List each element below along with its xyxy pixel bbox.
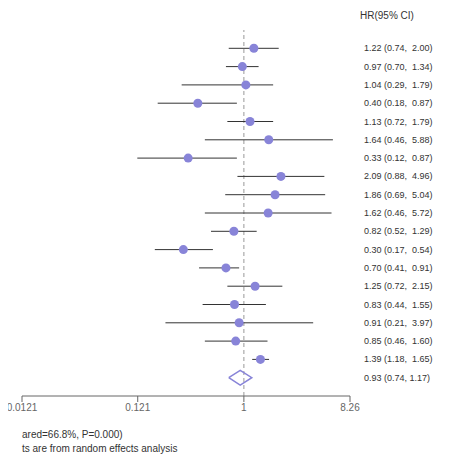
svg-text:0.0121: 0.0121 — [8, 402, 38, 413]
html-text:HR(95% CI): HR(95% CI) — [360, 10, 414, 21]
svg-text:1.62 (0.46, 5.72): 1.62 (0.46, 5.72) — [364, 208, 433, 218]
svg-text:0.40 (0.18, 0.87): 0.40 (0.18, 0.87) — [364, 98, 433, 108]
svg-text:0.30 (0.17, 0.54): 0.30 (0.17, 0.54) — [364, 245, 433, 255]
svg-text:1.64 (0.46, 5.88): 1.64 (0.46, 5.88) — [364, 135, 433, 145]
svg-text:1.13 (0.72, 1.79): 1.13 (0.72, 1.79) — [364, 117, 433, 127]
svg-text:1: 1 — [241, 402, 247, 413]
svg-text:0.85 (0.46, 1.60): 0.85 (0.46, 1.60) — [364, 336, 433, 346]
svg-text:2.09 (0.88, 4.96): 2.09 (0.88, 4.96) — [364, 171, 433, 181]
svg-text:0.121: 0.121 — [125, 402, 150, 413]
svg-text:1.22 (0.74, 2.00): 1.22 (0.74, 2.00) — [364, 43, 433, 53]
svg-text:0.91 (0.21, 3.97): 0.91 (0.21, 3.97) — [364, 318, 433, 328]
svg-text:1.39 (1.18, 1.65): 1.39 (1.18, 1.65) — [364, 354, 433, 364]
svg-text:1.04 (0.29, 1.79): 1.04 (0.29, 1.79) — [364, 80, 433, 90]
svg-text:8.26: 8.26 — [340, 402, 360, 413]
html-text:ts are from random effects ana: ts are from random effects analysis — [22, 443, 178, 454]
svg-text:1.86 (0.69, 5.04): 1.86 (0.69, 5.04) — [364, 190, 433, 200]
svg-text:1.25 (0.72, 2.15): 1.25 (0.72, 2.15) — [364, 281, 433, 291]
svg-text:0.70 (0.41, 0.91): 0.70 (0.41, 0.91) — [364, 263, 433, 273]
svg-text:0.83 (0.44, 1.55): 0.83 (0.44, 1.55) — [364, 300, 433, 310]
svg-text:0.82 (0.52, 1.29): 0.82 (0.52, 1.29) — [364, 226, 433, 236]
svg-text:0.93 (0.74, 1.17): 0.93 (0.74, 1.17) — [364, 373, 430, 383]
html-text:ared=66.8%, P=0.000): ared=66.8%, P=0.000) — [22, 429, 123, 440]
svg-text:0.97 (0.70, 1.34): 0.97 (0.70, 1.34) — [364, 62, 433, 72]
svg-text:0.33 (0.12, 0.87): 0.33 (0.12, 0.87) — [364, 153, 433, 163]
